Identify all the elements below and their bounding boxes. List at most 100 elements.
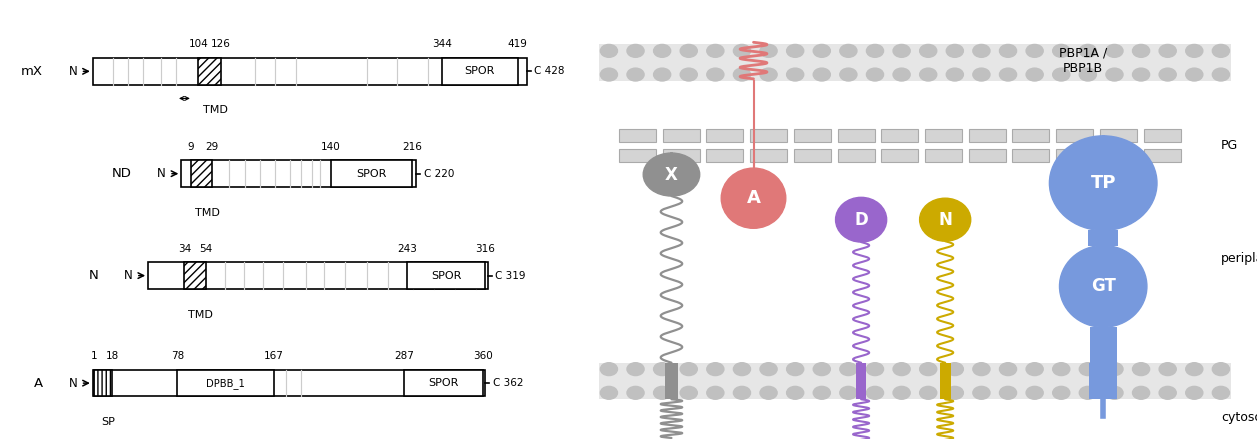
Ellipse shape — [733, 68, 750, 81]
Ellipse shape — [760, 44, 777, 57]
Bar — [191, 160, 212, 187]
Text: N: N — [938, 211, 952, 228]
Ellipse shape — [1185, 68, 1203, 81]
Ellipse shape — [920, 44, 936, 57]
Ellipse shape — [733, 44, 750, 57]
Ellipse shape — [644, 153, 700, 196]
Ellipse shape — [892, 386, 910, 399]
Ellipse shape — [866, 68, 884, 81]
Ellipse shape — [1159, 363, 1177, 375]
Ellipse shape — [706, 68, 724, 81]
Ellipse shape — [1106, 44, 1123, 57]
Bar — [925, 129, 962, 142]
Ellipse shape — [999, 68, 1017, 81]
Bar — [199, 58, 220, 85]
Text: periplasm: periplasm — [1221, 252, 1257, 265]
Ellipse shape — [1212, 44, 1229, 57]
Ellipse shape — [866, 386, 884, 399]
Ellipse shape — [1133, 68, 1150, 81]
Ellipse shape — [1159, 44, 1177, 57]
Ellipse shape — [1052, 68, 1070, 81]
Ellipse shape — [760, 68, 777, 81]
Ellipse shape — [866, 363, 884, 375]
Ellipse shape — [920, 198, 970, 241]
Text: SPOR: SPOR — [429, 378, 459, 388]
Text: A: A — [747, 189, 760, 207]
Ellipse shape — [920, 68, 936, 81]
Text: 316: 316 — [475, 244, 495, 254]
Ellipse shape — [787, 386, 803, 399]
Ellipse shape — [892, 363, 910, 375]
Bar — [177, 370, 274, 396]
Bar — [441, 58, 518, 85]
Text: 54: 54 — [199, 244, 212, 254]
Bar — [881, 129, 919, 142]
Text: N: N — [157, 167, 166, 180]
Ellipse shape — [706, 386, 724, 399]
Ellipse shape — [947, 44, 963, 57]
Ellipse shape — [1060, 246, 1146, 327]
Ellipse shape — [760, 363, 777, 375]
Text: SP: SP — [102, 417, 116, 427]
Bar — [662, 129, 700, 142]
Ellipse shape — [627, 44, 644, 57]
Bar — [185, 262, 206, 289]
Ellipse shape — [840, 68, 857, 81]
Ellipse shape — [813, 386, 831, 399]
Ellipse shape — [627, 68, 644, 81]
Text: 126: 126 — [211, 39, 230, 49]
Text: mX: mX — [21, 65, 43, 78]
Bar — [662, 149, 700, 162]
Bar — [1056, 129, 1094, 142]
Ellipse shape — [947, 386, 963, 399]
Text: C 428: C 428 — [534, 66, 564, 76]
Bar — [837, 129, 875, 142]
Ellipse shape — [1106, 386, 1123, 399]
Text: 104: 104 — [189, 39, 209, 49]
Ellipse shape — [722, 168, 786, 228]
Text: 29: 29 — [206, 142, 219, 152]
Ellipse shape — [680, 386, 698, 399]
Bar — [407, 262, 485, 289]
Ellipse shape — [1052, 363, 1070, 375]
Ellipse shape — [1026, 68, 1043, 81]
Text: 140: 140 — [321, 142, 341, 152]
Text: N: N — [69, 377, 77, 390]
Text: 34: 34 — [177, 244, 191, 254]
Ellipse shape — [601, 44, 617, 57]
Text: PG: PG — [1221, 139, 1238, 152]
Text: X: X — [665, 166, 678, 184]
Bar — [706, 149, 743, 162]
Ellipse shape — [1080, 386, 1096, 399]
Ellipse shape — [813, 363, 831, 375]
Text: TMD: TMD — [195, 208, 220, 218]
Text: cytosol: cytosol — [1221, 411, 1257, 424]
Ellipse shape — [1212, 363, 1229, 375]
Bar — [148, 262, 488, 289]
Ellipse shape — [947, 363, 963, 375]
Ellipse shape — [840, 44, 857, 57]
Bar — [403, 370, 483, 396]
Text: C 362: C 362 — [493, 378, 523, 388]
Ellipse shape — [1052, 44, 1070, 57]
Ellipse shape — [999, 386, 1017, 399]
Ellipse shape — [1026, 386, 1043, 399]
Ellipse shape — [680, 44, 698, 57]
Text: N: N — [124, 269, 132, 282]
Ellipse shape — [1080, 363, 1096, 375]
Ellipse shape — [680, 363, 698, 375]
Ellipse shape — [1106, 68, 1123, 81]
Bar — [598, 363, 1231, 399]
Text: TMD: TMD — [202, 105, 228, 115]
Ellipse shape — [999, 363, 1017, 375]
Bar — [93, 58, 527, 85]
Ellipse shape — [1050, 136, 1156, 230]
Text: TP: TP — [1091, 174, 1116, 192]
Bar — [598, 44, 1231, 81]
Ellipse shape — [1185, 363, 1203, 375]
Ellipse shape — [1159, 68, 1177, 81]
Text: N: N — [69, 65, 77, 78]
Text: 419: 419 — [508, 39, 528, 49]
Text: 78: 78 — [171, 351, 184, 361]
Ellipse shape — [733, 386, 750, 399]
